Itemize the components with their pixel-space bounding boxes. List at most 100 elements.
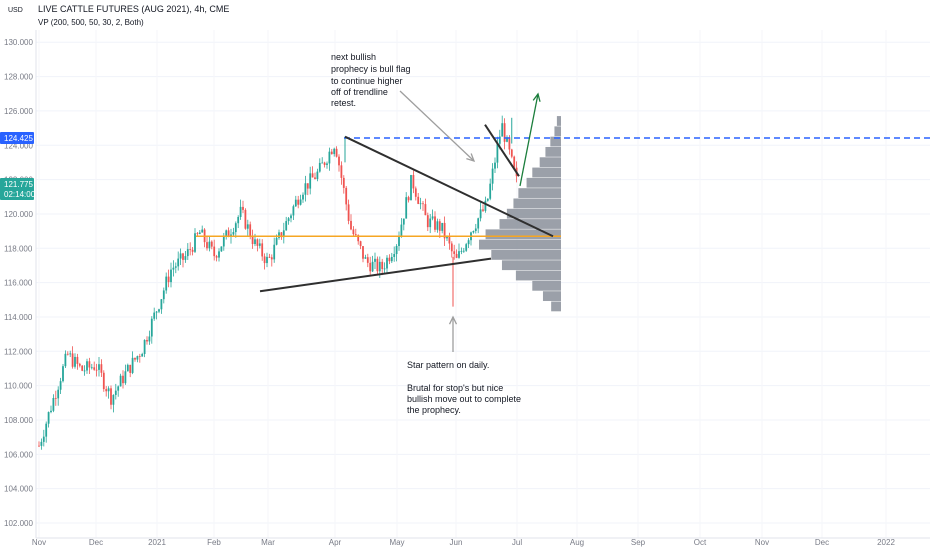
- candle-body: [467, 240, 470, 245]
- volume-profile-bar: [539, 157, 561, 168]
- y-tick-label: 116.000: [4, 279, 33, 288]
- y-tick-label: 108.000: [4, 416, 33, 425]
- volume-profile-bar: [499, 219, 561, 229]
- x-tick-label: Apr: [329, 538, 342, 547]
- y-tick-label: 102.000: [4, 519, 33, 528]
- x-tick-label: Aug: [570, 538, 584, 547]
- candle-body: [477, 218, 480, 229]
- candle-body: [201, 229, 204, 233]
- candle-body: [314, 177, 316, 180]
- candle-body: [335, 148, 338, 157]
- candle-body: [386, 257, 388, 269]
- candle-body: [86, 361, 88, 371]
- candle-body: [158, 309, 160, 312]
- candle-body: [153, 312, 156, 319]
- candle-body: [359, 241, 362, 247]
- candle-body: [460, 250, 463, 252]
- volume-profile-bar: [551, 301, 561, 312]
- candle-body: [220, 246, 223, 252]
- candle-body: [208, 241, 211, 249]
- y-tick-label: 114.000: [4, 313, 33, 322]
- candle-body: [422, 203, 424, 205]
- candle-body: [275, 237, 278, 245]
- candle-body: [119, 375, 122, 387]
- candle-body: [510, 149, 513, 157]
- candle-body: [215, 256, 218, 258]
- volume-profile-bar: [479, 239, 561, 250]
- candle-body: [328, 151, 331, 164]
- candle-body: [162, 290, 165, 300]
- candle-body: [105, 389, 108, 392]
- candle-body: [362, 246, 364, 259]
- candle-body: [390, 256, 393, 262]
- candle-body: [431, 216, 434, 219]
- candle-body: [112, 394, 115, 405]
- candle-body: [419, 203, 422, 205]
- candle-body: [129, 364, 132, 373]
- candle-body: [170, 269, 172, 283]
- candle-body: [225, 230, 228, 237]
- candle-body: [302, 194, 304, 200]
- candle-body: [138, 356, 141, 357]
- candle-body: [237, 216, 240, 224]
- candle-body: [57, 389, 60, 399]
- x-tick-label: Jun: [450, 538, 463, 547]
- candle-body: [453, 251, 456, 254]
- candle-body: [491, 168, 494, 184]
- candle-body: [484, 200, 487, 211]
- candle-body: [357, 235, 360, 242]
- candle-body: [155, 311, 158, 313]
- candle-body: [263, 256, 266, 264]
- currency-label[interactable]: USD: [8, 7, 23, 14]
- candle-body: [465, 244, 468, 251]
- bottom-note-line: the prophecy.: [407, 405, 461, 415]
- volume-profile-bar: [501, 260, 561, 271]
- candle-body: [366, 257, 369, 263]
- star-pointer-arrow-head: [448, 315, 458, 325]
- candle-body: [458, 251, 460, 258]
- candle-body: [52, 397, 55, 411]
- x-tick-label: Jul: [512, 538, 522, 547]
- candle-body: [102, 372, 105, 390]
- candle-body: [69, 353, 72, 355]
- volume-profile-bar: [542, 291, 561, 302]
- y-tick-label: 126.000: [4, 107, 33, 116]
- price-tag-bg: [0, 178, 34, 200]
- candle-body: [234, 223, 237, 233]
- candle-body: [318, 162, 321, 172]
- bottom-annotation: Star pattern on daily. Brutal for stop's…: [407, 360, 521, 415]
- candle-body: [177, 258, 180, 267]
- symbol-title[interactable]: LIVE CATTLE FUTURES (AUG 2021), 4h, CME: [38, 4, 229, 14]
- volume-profile-bar: [518, 188, 561, 198]
- candle-body: [98, 364, 100, 370]
- candle-body: [71, 353, 74, 367]
- grid: [36, 30, 930, 538]
- candle-body: [393, 254, 396, 257]
- candle-body: [258, 243, 261, 246]
- candle-body: [395, 246, 398, 255]
- candle-body: [59, 381, 62, 390]
- candle-body: [398, 237, 400, 247]
- bottom-note-line: Brutal for stop's but nice: [407, 383, 503, 393]
- bottom-note-line: bullish move out to complete: [407, 394, 521, 404]
- trendline-flag: [484, 124, 520, 177]
- y-tick-label: 106.000: [4, 450, 33, 459]
- candle-body: [388, 257, 391, 262]
- candle-body: [479, 209, 482, 219]
- indicator-label[interactable]: VP (200, 500, 50, 30, 2, Both): [38, 18, 144, 27]
- price-tag-last: 121.775 02:14:00: [0, 178, 36, 200]
- bull-target-arrow-head: [532, 92, 541, 102]
- volume-profile-bar: [532, 167, 561, 178]
- candle-body: [333, 148, 336, 155]
- price-tag-bg: [0, 132, 34, 144]
- candle-body: [213, 246, 216, 257]
- volume-profile-bar: [513, 198, 561, 209]
- volume-profile-bar: [550, 136, 561, 147]
- candle-body: [76, 356, 79, 364]
- candle-body: [282, 230, 285, 238]
- y-tick-label: 104.000: [4, 485, 33, 494]
- candle-body: [114, 390, 117, 395]
- candle-body: [141, 353, 144, 357]
- candle-body: [498, 136, 501, 144]
